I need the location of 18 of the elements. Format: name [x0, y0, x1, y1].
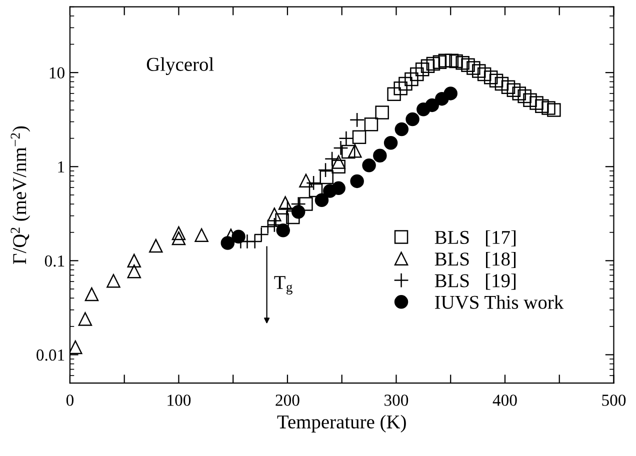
legend-label: BLS [18]: [434, 252, 516, 268]
y-axis-title: Γ/Q$^{2}$ (meV/nm$^{−2}$): [10, 126, 30, 264]
x-tick-label: 0: [66, 394, 74, 406]
y-tick-label: 0.01: [36, 349, 64, 361]
annotation: Glycerol: [146, 57, 214, 75]
x-axis-title: Temperature (K): [277, 414, 406, 432]
x-tick-label: 100: [168, 394, 191, 406]
x-tick-label: 300: [384, 394, 408, 406]
x-tick-label: 200: [276, 394, 300, 406]
y-tick-label: 1: [58, 161, 64, 172]
x-tick-label: 500: [602, 394, 626, 406]
annotation: T$_{g}$: [274, 276, 292, 295]
y-tick-label: 10: [50, 67, 64, 79]
legend-label: IUVS This work: [435, 295, 564, 310]
x-tick-label: 400: [492, 394, 517, 406]
y-tick-label: 0.1: [44, 255, 64, 267]
legend-label: BLS [17]: [434, 230, 516, 246]
legend-label: BLS [19]: [434, 274, 516, 290]
